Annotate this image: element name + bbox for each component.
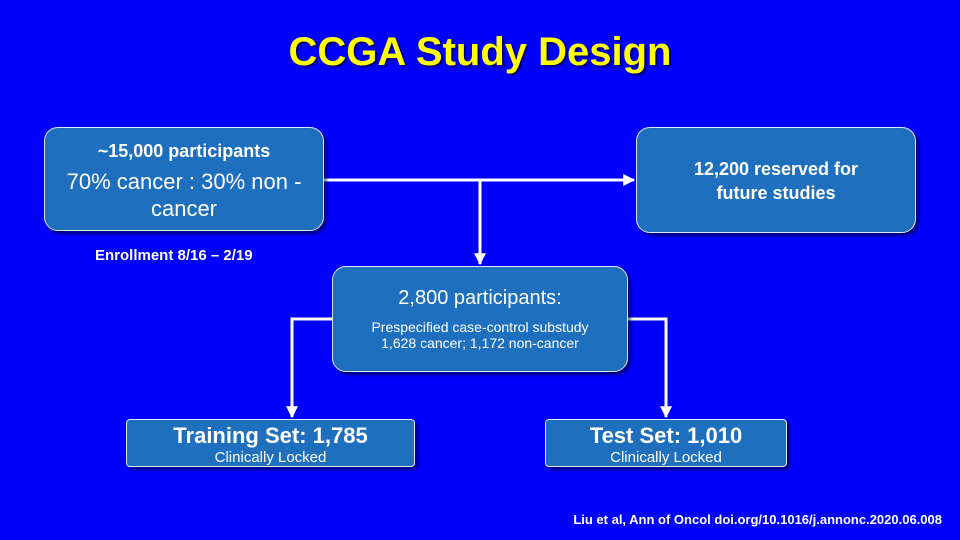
arrow-to-training <box>286 317 332 419</box>
test-set-heading: Test Set: 1,010 <box>589 423 743 448</box>
citation: Liu et al, Ann of Oncol doi.org/10.1016/… <box>573 512 942 527</box>
reserved-box: 12,200 reserved for future studies <box>636 127 916 233</box>
substudy-heading: 2,800 participants: <box>398 287 562 309</box>
test-set-status: Clinically Locked <box>610 449 722 466</box>
enrollment-period: Enrollment 8/16 – 2/19 <box>95 247 253 264</box>
participants-count: ~15,000 participants <box>97 141 271 161</box>
substudy-box: 2,800 participants: Prespecified case-co… <box>332 266 628 372</box>
arrow-to-test <box>628 317 672 419</box>
reserved-text: 12,200 reserved for future studies <box>693 159 859 203</box>
training-set-heading: Training Set: 1,785 <box>173 423 368 448</box>
test-set-box: Test Set: 1,010 Clinically Locked <box>545 419 787 467</box>
training-set-status: Clinically Locked <box>214 449 327 466</box>
substudy-counts: 1,628 cancer; 1,172 non-cancer <box>381 335 579 351</box>
training-set-box: Training Set: 1,785 Clinically Locked <box>126 419 415 467</box>
substudy-description: Prespecified case-control substudy <box>371 319 589 335</box>
cancer-ratio: 70% cancer : 30% non -cancer <box>66 169 302 221</box>
slide-title: CCGA Study Design <box>288 30 672 74</box>
participants-box: ~15,000 participants 70% cancer : 30% no… <box>44 127 324 231</box>
